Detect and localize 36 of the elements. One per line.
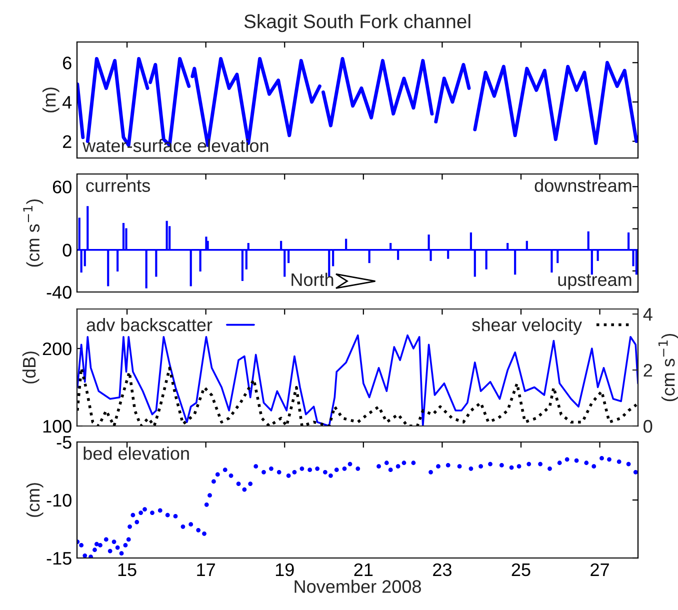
x-tick-label: 17 — [197, 564, 215, 576]
y-axis-title: (m) — [42, 88, 60, 112]
y-tick-label: -15 — [46, 552, 72, 565]
annotation: water-surface elevation — [82, 138, 268, 152]
y-tick-label: 60 — [52, 180, 72, 194]
annotation: currents — [86, 180, 150, 192]
y-tick-label: 2 — [63, 135, 72, 148]
annotation: downstream — [534, 178, 632, 192]
x-tick-label: 23 — [433, 563, 452, 576]
legend-label: shear velocity — [472, 318, 582, 335]
y2-axis-title: (cm s$^{−1}$) — [658, 334, 678, 402]
x-tick-label: 15 — [118, 564, 136, 576]
annotation: bed elevation — [84, 446, 189, 460]
y2-tick-label: 2 — [644, 364, 652, 377]
y2-tick-label: 0 — [644, 420, 652, 433]
x-tick-label: 21 — [354, 563, 373, 576]
y-axis-title: (dB) — [22, 352, 40, 384]
y-tick-label: 100 — [43, 420, 72, 433]
y-tick-label: 4 — [62, 96, 72, 109]
y-tick-label: -5 — [56, 436, 72, 449]
annotation: upstream — [558, 274, 632, 290]
x-axis-title: November 2008 — [294, 580, 421, 593]
chart-title: Skagit South Fork channel — [244, 14, 470, 32]
y-tick-label: 6 — [63, 56, 72, 70]
y2-tick-label: 4 — [643, 308, 652, 321]
x-tick-label: 25 — [512, 563, 530, 576]
legend-label: adv backscatter — [86, 318, 212, 332]
y-tick-label: 200 — [42, 342, 72, 356]
y-tick-label: -40 — [46, 286, 72, 299]
y-tick-label: -10 — [46, 494, 72, 507]
x-tick-label: 27 — [590, 563, 609, 576]
x-tick-label: 19 — [276, 563, 294, 576]
annotation: North — [292, 272, 334, 286]
y-axis-title: (cm) — [26, 483, 44, 517]
y-axis-title: (cm s$^{−1}$) — [23, 199, 44, 267]
y-tick-label: 0 — [62, 244, 72, 257]
